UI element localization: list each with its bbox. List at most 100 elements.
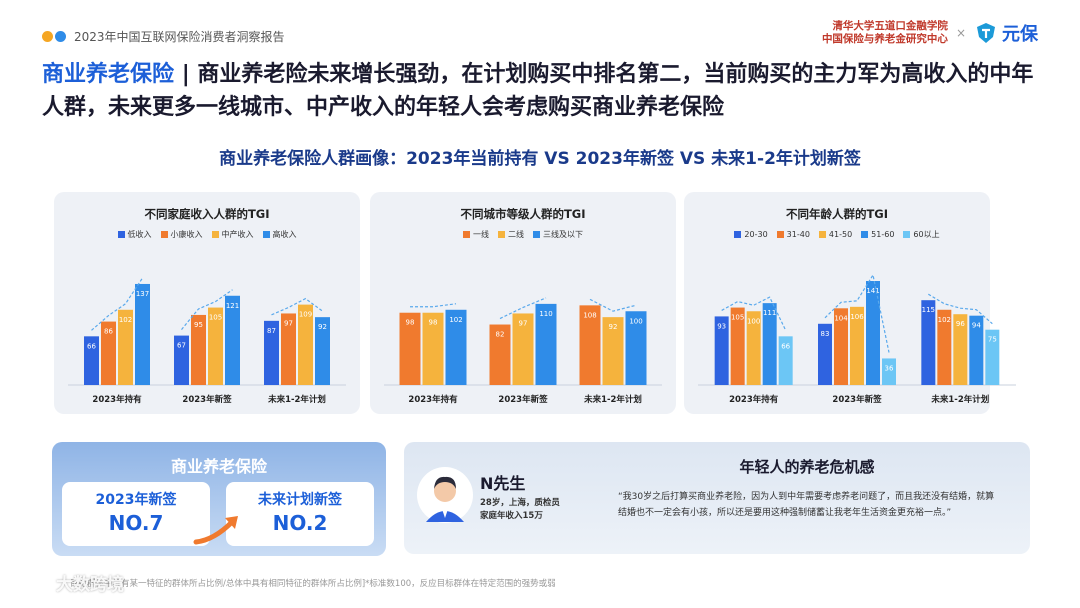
bar [208,307,223,385]
section-subtitle: 商业养老保险人群画像：2023年当前持有 VS 2023年新签 VS 未来1-2… [219,149,861,169]
bar [818,323,832,385]
bar [135,283,150,385]
bar [969,315,984,385]
legend-item: 51-60 [861,229,894,240]
bar [422,312,444,385]
legend-label: 三线及以下 [543,230,583,239]
bar [602,317,624,385]
legend-item: 三线及以下 [533,229,583,240]
trend-line [271,297,323,316]
bar-value-label: 92 [609,323,618,331]
bar-value-label: 97 [284,319,293,327]
footnote: 目标群体中具有某一特征的群体所占比例/总体中具有相同特征的群体所占比例]*标准数… [70,579,556,589]
bar-value-label: 100 [629,317,642,325]
legend-swatch [818,231,826,238]
institution-line-1: 清华大学五道口金融学院 [832,20,948,32]
bar-value-label: 66 [781,342,790,350]
legend-item: 中产收入 [211,229,254,240]
chart-legend: 一线 二线 三线及以下 [370,229,676,240]
legend-swatch [211,231,219,238]
bar [489,324,511,385]
bar [535,303,557,385]
brand-name: 元保 [1002,24,1038,45]
bar [762,303,777,385]
watermark-logo-icon [11,574,49,591]
legend-swatch [498,231,505,238]
bar-value-label: 86 [104,328,113,336]
chart-title: 不同年龄人群的TGI [785,207,889,221]
bar [937,309,952,385]
legend-item: 20-30 [734,229,768,240]
bar [850,306,864,385]
blue-dot-icon [55,31,66,42]
persona-info: 28岁，上海，质检员 家庭年收入15万 [480,497,560,523]
bar-value-label: 104 [834,314,848,322]
bar-value-label: 83 [821,330,830,338]
brand-separator: × [955,26,966,40]
legend-item: 60以上 [903,229,940,240]
bar [101,321,116,385]
bar [84,336,99,385]
headline-divider: | [181,62,190,87]
bar [191,314,206,385]
legend-item: 一线 [463,229,489,240]
rank-card: 商业养老保险 2023年新签 NO.7 未来计划新签 NO.2 [52,442,386,556]
bar-value-label: 66 [87,342,96,350]
legend-label: 41-50 [828,230,853,239]
legend-label: 20-30 [744,230,768,239]
legend-label: 二线 [508,230,524,239]
watermark: 大数跨境 [10,570,124,595]
bar-value-label: 102 [119,316,132,324]
bar [512,313,534,385]
persona-line-1: 28岁，上海，质检员 [480,498,560,508]
persona-card: N先生 28岁，上海，质检员 家庭年收入15万 年轻人的养老危机感 “我30岁之… [404,442,1030,554]
bar-value-label: 102 [938,316,951,324]
bar-value-label: 97 [519,319,528,327]
brand-logo: 元保 [974,20,1038,46]
trend-line [91,277,144,331]
category-label: 2023年新签 [182,394,232,405]
bar [225,295,240,385]
category-label: 未来1-2年计划 [583,394,642,405]
bar-value-label: 105 [731,314,744,322]
bar [730,307,745,385]
trend-line [824,273,890,353]
legend-item: 低收入 [117,229,152,240]
watermark-text: 大数跨境 [56,575,124,595]
legend-swatch [776,231,784,238]
bar [882,358,896,385]
person-avatar-icon [417,467,473,523]
bar-value-label: 36 [885,364,894,372]
legend-item: 小康收入 [160,229,203,240]
bar-value-label: 110 [539,310,552,318]
legend-swatch [734,231,742,238]
rank-value: NO.2 [272,511,328,535]
income-tgi-chart: 66 86 102 137 2023年持有 67 95 105 121 2023年新签 87 97 10… [68,277,346,405]
persona-quote: “我30岁之后打算买商业养老险，因为人到中年需要考虑养老问题了，而且我还没有结婚… [618,492,995,518]
bar-value-label: 67 [177,342,186,350]
legend-label: 51-60 [871,230,895,239]
bar-value-label: 75 [988,336,997,344]
legend-item: 二线 [498,229,524,240]
bar [399,312,421,385]
legend-item: 41-50 [818,229,853,240]
bar-value-label: 121 [226,302,239,310]
bar [298,304,313,385]
bar-value-label: 108 [583,311,596,319]
rank-label: 2023年新签 [95,492,177,508]
bar-value-label: 100 [747,317,760,325]
category-label: 2023年持有 [408,394,458,405]
bar [746,311,761,385]
legend-label: 一线 [473,230,489,239]
legend-label: 高收入 [272,230,297,239]
bar-value-label: 109 [299,311,312,319]
trend-line [589,298,637,312]
bar-value-label: 115 [922,306,935,314]
bar-value-label: 82 [496,331,505,339]
bar [778,336,793,385]
headline-tag: 商业养老保险 [42,62,175,87]
chart-legend: 低收入 小康收入 中产收入 高收入 [54,229,360,240]
brand-block: 清华大学五道口金融学院 中国保险与养老金研究中心 × 元保 [822,20,1038,46]
chart-panel-income: 不同家庭收入人群的TGI 低收入 小康收入 中产收入 高收入 66 86 102 137 20… [54,192,360,414]
legend-label: 低收入 [127,230,152,239]
